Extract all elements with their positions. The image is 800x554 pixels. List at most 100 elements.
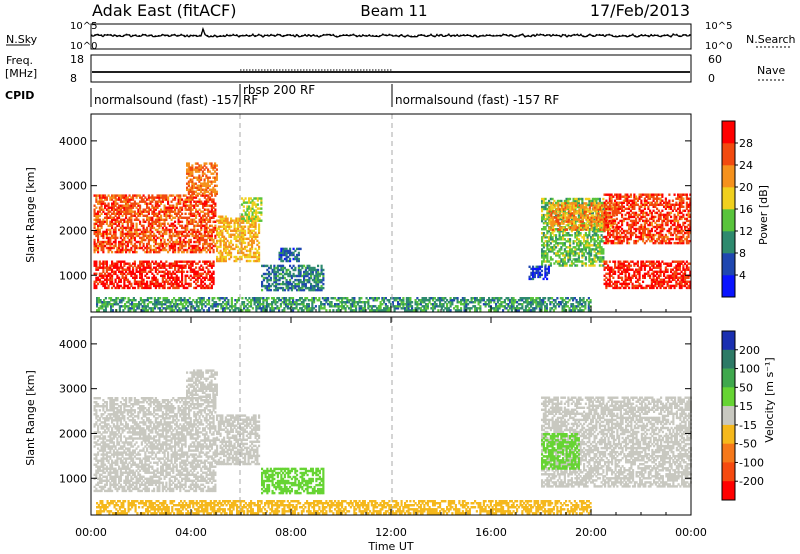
power-echo-region [548, 202, 618, 231]
power-colorbar-swatch [722, 253, 735, 276]
velocity-colorbar-tick: -15 [739, 419, 757, 432]
beam-title: Beam 11 [360, 2, 427, 20]
power-echo-region [603, 260, 692, 290]
power-colorbar-swatch [722, 143, 735, 166]
velocity-colorbar-tick: 100 [739, 363, 760, 376]
power-colorbar-swatch [722, 275, 735, 298]
power-colorbar-tick: 20 [739, 181, 753, 194]
power-echo-region [278, 247, 302, 263]
velocity-colorbar-swatch [722, 424, 735, 444]
power-y-tick-label: 3000 [59, 180, 87, 193]
power-colorbar-swatch [722, 231, 735, 254]
velocity-echo-region [93, 397, 217, 493]
velocity-echo-region [186, 369, 218, 399]
power-echo-region [93, 260, 215, 290]
velocity-echo-region [216, 414, 261, 466]
nave-tick-top: 60 [708, 53, 722, 66]
nsky-tick-top: 10^5 [70, 21, 97, 32]
power-echo-region [93, 194, 217, 254]
cpid-row: CPID normalsound (fast) -157 RF rbsp 200… [5, 83, 559, 107]
x-tick-label: 08:00 [275, 526, 307, 539]
velocity-colorbar-tick: 15 [739, 400, 753, 413]
power-echo-region [186, 162, 218, 196]
velocity-y-tick-label: 2000 [59, 427, 87, 440]
velocity-colorbar-tick: 200 [739, 344, 760, 357]
velocity-colorbar-swatch [722, 387, 735, 407]
velocity-colorbar-swatch [722, 406, 735, 426]
velocity-colorbar-tick: -50 [739, 438, 757, 451]
x-axis: 00:00 04:00 08:00 12:00 16:00 20:00 00:00 [75, 306, 707, 539]
velocity-echo-region [96, 500, 592, 515]
x-tick-label: 20:00 [575, 526, 607, 539]
velocity-echo-region [541, 433, 580, 470]
nsearch-label: N.Search [746, 33, 796, 46]
power-colorbar-tick: 24 [739, 159, 753, 172]
velocity-colorbar-swatch [722, 443, 735, 463]
nsky-panel: N.Sky 10^5 10^0 10^5 10^0 N.Search [6, 21, 796, 52]
power-echo-region [216, 215, 261, 263]
power-colorbar: 4 8 12 16 20 24 28 [721, 120, 753, 298]
nave-label: Nave [757, 64, 785, 77]
power-colorbar-tick: 8 [739, 247, 746, 260]
x-axis-label: Time UT [367, 540, 413, 553]
cpid-label: CPID [5, 89, 34, 102]
power-colorbar-tick: 16 [739, 203, 753, 216]
velocity-ylabel: Slant Range [km] [24, 370, 37, 466]
x-tick-label: 00:00 [75, 526, 107, 539]
power-y-tick-label: 1000 [59, 269, 87, 282]
velocity-colorbar-swatch [722, 462, 735, 482]
power-y-tick-label: 4000 [59, 135, 87, 148]
power-colorbar-swatch [722, 121, 735, 144]
freq-tick-bottom: 8 [70, 72, 77, 85]
nsky-label: N.Sky [6, 33, 38, 46]
date-title: 17/Feb/2013 [590, 1, 690, 20]
nsky-tick-bottom: 10^0 [70, 41, 97, 52]
nave-tick-bottom: 0 [708, 72, 715, 85]
velocity-colorbar-tick: -100 [739, 456, 764, 469]
velocity-y-ticks: 1000 2000 3000 4000 [59, 338, 691, 485]
velocity-echoes [93, 369, 692, 515]
velocity-y-tick-label: 1000 [59, 472, 87, 485]
x-tick-label: 04:00 [175, 526, 207, 539]
velocity-colorbar-label: Velocity [m s⁻¹] [763, 357, 776, 442]
velocity-colorbar-swatch [722, 349, 735, 369]
velocity-panel: 1000 2000 3000 4000 Slant Range [km] 200 100… [24, 316, 776, 516]
freq-label: Freq. [6, 54, 33, 67]
cpid-segment-1: normalsound (fast) -157 RF [94, 93, 258, 107]
power-colorbar-tick: 28 [739, 137, 753, 150]
power-colorbar-label: Power [dB] [757, 185, 770, 245]
power-echo-region [261, 264, 325, 292]
velocity-colorbar: 200 100 50 15 -15 -50 -100 -200 [721, 330, 764, 501]
cpid-segment-2: rbsp 200 RF [243, 83, 315, 97]
power-colorbar-swatch [722, 165, 735, 188]
velocity-colorbar-swatch [722, 368, 735, 388]
freq-tick-top: 18 [70, 53, 84, 66]
power-panel: 1000 2000 3000 4000 Slant Range [km] 4 8 12 16… [24, 113, 770, 313]
power-echo-region [241, 197, 263, 222]
velocity-colorbar-tick: 50 [739, 381, 753, 394]
nsky-trace [90, 26, 692, 38]
x-tick-label: 12:00 [375, 526, 407, 539]
power-echoes [93, 162, 692, 312]
power-echo-region [96, 297, 592, 312]
velocity-colorbar-swatch [722, 481, 735, 501]
velocity-colorbar-swatch [722, 331, 735, 351]
power-colorbar-swatch [722, 187, 735, 210]
power-echo-region [528, 265, 550, 281]
station-title: Adak East (fitACF) [92, 1, 236, 20]
velocity-y-tick-label: 4000 [59, 338, 87, 351]
power-colorbar-tick: 4 [739, 269, 746, 282]
cpid-segment-3: normalsound (fast) -157 RF [395, 93, 559, 107]
power-colorbar-tick: 12 [739, 225, 753, 238]
freq-unit: [MHz] [5, 67, 37, 80]
nsearch-tick-top: 10^5 [705, 21, 732, 32]
nsearch-tick-bottom: 10^0 [705, 41, 732, 52]
x-tick-label: 16:00 [475, 526, 507, 539]
x-tick-label: 00:00 [675, 526, 707, 539]
power-y-tick-label: 2000 [59, 224, 87, 237]
velocity-echo-region [261, 467, 325, 495]
velocity-y-tick-label: 3000 [59, 383, 87, 396]
power-echo-region [603, 193, 692, 245]
velocity-colorbar-tick: -200 [739, 475, 764, 488]
